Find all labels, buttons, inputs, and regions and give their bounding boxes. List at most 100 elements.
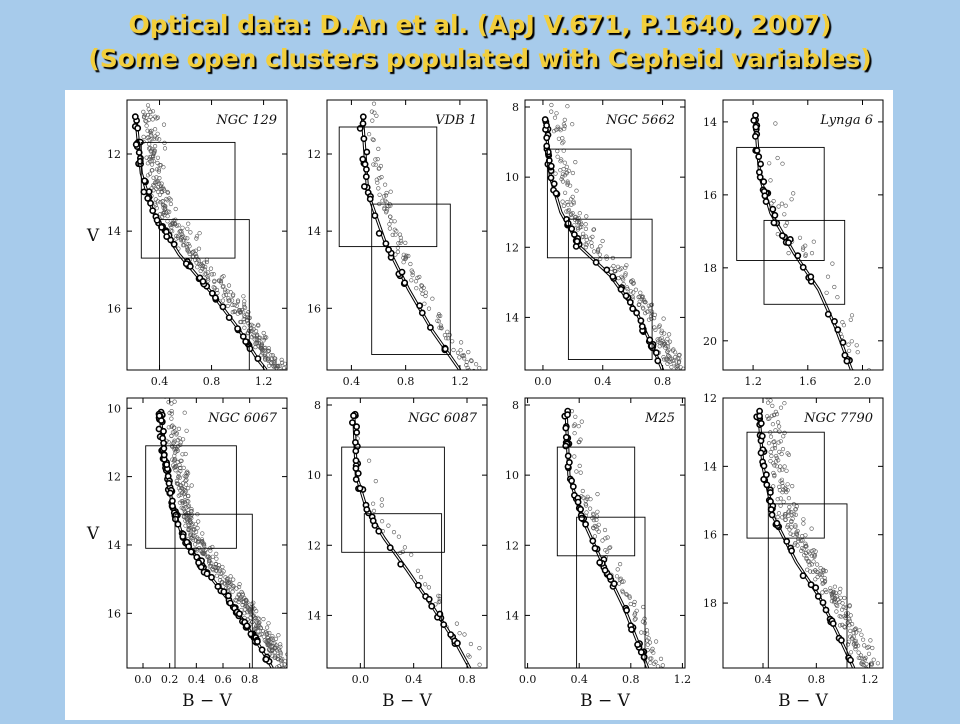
field-star bbox=[838, 595, 843, 600]
field-star bbox=[559, 177, 564, 182]
field-star bbox=[182, 473, 187, 478]
field-star bbox=[623, 271, 628, 276]
field-star bbox=[225, 289, 230, 294]
field-star bbox=[564, 209, 569, 214]
field-star bbox=[423, 293, 428, 299]
member-star bbox=[219, 303, 227, 311]
cmd-figure: 0.4 0.8 1.2 12 14 16 NGC 129 V 0.4 0.8 1.2 12 14 16 VD… bbox=[65, 90, 893, 720]
field-star bbox=[772, 474, 777, 479]
field-star bbox=[181, 492, 186, 497]
field-star bbox=[166, 425, 171, 430]
field-star bbox=[780, 480, 785, 486]
field-star bbox=[570, 210, 575, 216]
field-star bbox=[656, 324, 662, 330]
field-star bbox=[633, 287, 639, 292]
member-star bbox=[622, 292, 630, 300]
field-star bbox=[776, 424, 782, 429]
x-tick-label: 0.4 bbox=[754, 673, 772, 686]
field-star bbox=[410, 270, 415, 275]
field-star bbox=[177, 229, 182, 234]
field-star bbox=[179, 458, 184, 464]
y-tick-label: 10 bbox=[107, 402, 121, 415]
member-star bbox=[574, 498, 582, 506]
y-tick-label: 14 bbox=[703, 116, 717, 129]
field-star bbox=[166, 440, 171, 445]
selection-box-1 bbox=[767, 503, 848, 668]
field-star bbox=[781, 434, 786, 439]
field-star bbox=[558, 159, 563, 164]
field-star bbox=[251, 324, 256, 329]
field-star bbox=[646, 636, 651, 641]
field-star bbox=[639, 296, 644, 302]
selection-box-0 bbox=[546, 148, 632, 259]
field-star bbox=[652, 312, 658, 317]
field-star bbox=[632, 599, 637, 605]
field-star bbox=[866, 651, 872, 656]
field-star bbox=[649, 656, 654, 661]
field-star bbox=[583, 503, 589, 508]
x-tick-label: 0.4 bbox=[405, 673, 423, 686]
field-star bbox=[220, 564, 225, 570]
isochrone bbox=[757, 414, 856, 668]
field-star bbox=[401, 260, 406, 265]
field-star bbox=[149, 154, 154, 159]
field-star bbox=[772, 443, 778, 448]
panel-label: NGC 129 bbox=[215, 113, 277, 128]
field-star bbox=[787, 527, 792, 532]
field-star bbox=[189, 507, 194, 512]
member-star bbox=[382, 240, 390, 247]
field-star bbox=[786, 251, 791, 256]
field-star bbox=[457, 631, 462, 636]
field-star bbox=[184, 512, 189, 518]
field-star bbox=[643, 300, 648, 305]
field-star bbox=[210, 554, 215, 559]
field-star bbox=[583, 226, 589, 231]
field-star bbox=[266, 348, 271, 353]
member-star bbox=[234, 325, 241, 332]
selection-box-0 bbox=[145, 445, 237, 549]
panel-frame bbox=[326, 397, 488, 669]
ticks: 0.4 0.8 1.2 12 14 16 18 bbox=[703, 392, 883, 686]
field-star bbox=[247, 315, 252, 320]
selection-box-0 bbox=[736, 146, 825, 261]
y-tick-label: 12 bbox=[505, 539, 519, 552]
x-tick-label: 0.2 bbox=[161, 673, 179, 686]
field-star bbox=[477, 645, 482, 651]
panel-frame bbox=[126, 99, 288, 371]
field-star bbox=[175, 460, 180, 465]
field-star bbox=[570, 170, 576, 176]
field-star bbox=[464, 359, 469, 365]
field-star bbox=[765, 398, 769, 400]
field-star bbox=[234, 303, 239, 308]
member-star bbox=[253, 638, 261, 645]
field-star bbox=[785, 482, 790, 487]
field-star bbox=[638, 290, 643, 295]
panel-label: NGC 7790 bbox=[803, 411, 873, 426]
field-star bbox=[450, 339, 455, 344]
member-star bbox=[570, 231, 578, 238]
field-star bbox=[576, 440, 581, 445]
field-star bbox=[809, 526, 814, 531]
panel-label: VDB 1 bbox=[435, 113, 477, 128]
cmd-panel-5: 0.0 0.4 0.8 8 10 12 14 NGC 6087 B − V bbox=[307, 397, 488, 711]
field-star bbox=[155, 155, 160, 160]
field-star bbox=[186, 499, 191, 504]
field-star bbox=[410, 273, 415, 278]
cmd-panels-svg: 0.4 0.8 1.2 12 14 16 NGC 129 V 0.4 0.8 1.2 12 14 16 VD… bbox=[86, 99, 884, 711]
field-star bbox=[202, 272, 207, 277]
member-star bbox=[428, 602, 436, 610]
field-star bbox=[151, 158, 156, 164]
field-star bbox=[278, 363, 283, 369]
field-star bbox=[409, 268, 414, 273]
field-star bbox=[278, 644, 283, 649]
field-star bbox=[807, 563, 812, 568]
field-star bbox=[241, 310, 246, 315]
field-star bbox=[190, 250, 195, 255]
field-star bbox=[641, 306, 646, 311]
field-star bbox=[387, 222, 392, 227]
field-star bbox=[221, 569, 226, 574]
member-star bbox=[214, 583, 222, 590]
field-star bbox=[779, 477, 785, 482]
field-star bbox=[469, 358, 474, 364]
member-star bbox=[758, 432, 766, 440]
